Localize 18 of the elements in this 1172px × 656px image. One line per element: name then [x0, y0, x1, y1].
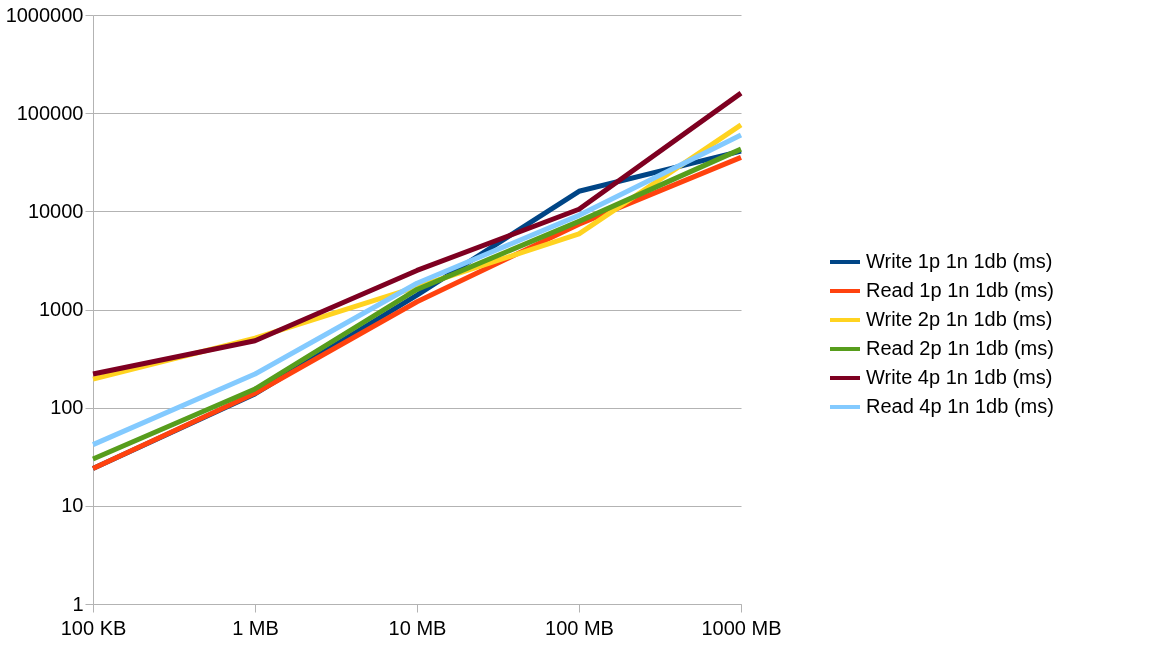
x-tick-label: 100 KB	[60, 616, 127, 639]
x-tick-label: 100 MB	[545, 616, 614, 639]
legend-label: Read 4p 1n 1db (ms)	[866, 395, 1054, 417]
legend-label: Read 1p 1n 1db (ms)	[866, 279, 1054, 301]
x-tick-label: 10 MB	[388, 616, 447, 639]
x-tick-label: 1000 MB	[701, 616, 782, 639]
x-tick-label: 1 MB	[232, 616, 279, 639]
legend-label: Write 4p 1n 1db (ms)	[866, 366, 1053, 388]
legend-label: Read 2p 1n 1db (ms)	[866, 337, 1054, 359]
y-tick-label: 100	[50, 396, 84, 419]
y-tick-label: 10	[61, 494, 84, 517]
y-tick-label: 1000	[39, 298, 84, 320]
y-tick-label: 10000	[27, 199, 84, 222]
legend-label: Write 2p 1n 1db (ms)	[866, 308, 1053, 330]
legend-label: Write 1p 1n 1db (ms)	[866, 250, 1053, 272]
y-tick-label: 1	[72, 592, 84, 615]
y-tick-label: 100000	[16, 101, 84, 124]
y-tick-label: 1000000	[5, 3, 84, 26]
